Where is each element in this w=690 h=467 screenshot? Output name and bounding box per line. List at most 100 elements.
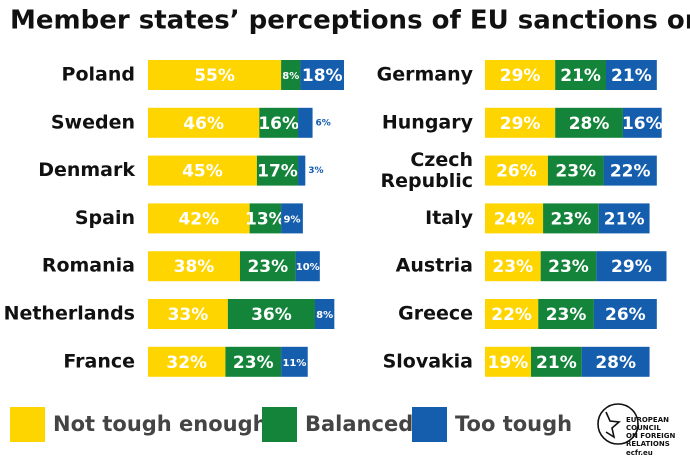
value-label: 18%: [302, 66, 343, 86]
bar-segment: [281, 346, 308, 377]
category-label: Italy: [425, 207, 473, 229]
value-label: 23%: [548, 257, 589, 277]
value-label: 28%: [569, 114, 610, 134]
value-label: 21%: [536, 353, 577, 373]
value-label: 26%: [496, 162, 537, 182]
bar-segment: [596, 251, 667, 282]
bar-segment: [540, 251, 597, 282]
category-label: Slovakia: [383, 350, 473, 372]
value-label: 6%: [316, 118, 331, 128]
value-label: 28%: [595, 353, 636, 373]
value-label: 8%: [282, 71, 299, 82]
value-label: 13%: [245, 209, 286, 229]
bar-segment: [281, 60, 301, 90]
value-label: 10%: [296, 262, 320, 273]
value-label: 46%: [183, 114, 224, 134]
value-label: 16%: [622, 114, 663, 134]
logo-text: ON FOREIGN: [626, 432, 676, 440]
bar-segment: [598, 203, 650, 234]
value-label: 26%: [605, 305, 646, 325]
bar-segment: [256, 155, 299, 186]
value-label: 16%: [258, 114, 299, 134]
value-label: 45%: [182, 162, 223, 182]
bar-segment: [485, 203, 544, 234]
legend-swatch: [262, 407, 297, 442]
value-label: 23%: [551, 209, 592, 229]
category-label: Germany: [377, 64, 474, 86]
bar-segment: [281, 203, 303, 234]
value-label: 42%: [178, 209, 219, 229]
value-label: 32%: [166, 353, 207, 373]
chart-title: Member states’ perceptions of EU sanctio…: [10, 6, 690, 36]
bar-segment: [239, 251, 296, 282]
value-label: 38%: [174, 257, 215, 277]
value-label: 55%: [194, 66, 235, 86]
category-label: Czech Republic: [380, 149, 473, 192]
bar-segment: [225, 346, 282, 377]
logo-text: EUROPEAN: [626, 416, 669, 424]
bar-segment: [298, 107, 313, 138]
category-label: France: [63, 350, 135, 372]
value-label: 23%: [233, 353, 274, 373]
bar-segment: [485, 251, 541, 282]
bar-segment: [593, 299, 657, 329]
value-label: 24%: [494, 209, 535, 229]
bar-segment: [555, 60, 606, 90]
legend-label: Balanced: [305, 412, 413, 436]
bar-segment: [148, 107, 260, 138]
category-label: Greece: [398, 303, 473, 325]
category-label: Romania: [42, 255, 135, 277]
bar-segment: [148, 155, 257, 186]
bar-segment: [606, 60, 657, 90]
bar-segment: [530, 346, 582, 377]
value-label: 21%: [611, 66, 652, 86]
bar-segment: [547, 155, 604, 186]
category-label: Denmark: [38, 159, 135, 181]
bar-segment: [148, 60, 282, 90]
value-label: 21%: [604, 209, 645, 229]
category-label: Spain: [75, 207, 135, 229]
bar-segment: [249, 203, 282, 234]
bar-segment: [295, 251, 320, 282]
value-label: 29%: [500, 114, 541, 134]
legend-label: Too tough: [455, 412, 572, 436]
bar-segment: [148, 346, 226, 377]
value-label: 29%: [611, 257, 652, 277]
bar-segment: [603, 155, 657, 186]
value-label: 21%: [560, 66, 601, 86]
value-label: 22%: [491, 305, 532, 325]
bar-segment: [227, 299, 315, 329]
value-label: 8%: [316, 310, 333, 321]
logo-text: RELATIONS: [626, 440, 670, 448]
bar-segment: [543, 203, 599, 234]
legend-label: Not tough enough: [53, 412, 268, 436]
value-label: 36%: [251, 305, 292, 325]
bar-segment: [485, 60, 556, 90]
value-label: 3%: [308, 166, 323, 176]
value-label: 22%: [610, 162, 651, 182]
bar-segment: [622, 107, 662, 138]
value-label: 23%: [492, 257, 533, 277]
bar-segment: [485, 346, 531, 377]
bar-segment: [538, 299, 594, 329]
category-label: Sweden: [51, 111, 135, 133]
legend-swatch: [10, 407, 45, 442]
bar-segment: [259, 107, 299, 138]
bar-segment: [300, 60, 345, 90]
bar-segment: [298, 155, 306, 186]
logo-url: ecfr.eu: [626, 449, 653, 457]
bar-segment: [148, 251, 240, 282]
value-label: 11%: [282, 358, 306, 369]
value-label: 23%: [247, 257, 288, 277]
bar-segment: [148, 203, 250, 234]
bar-segment: [485, 299, 539, 329]
logo-text: COUNCIL: [626, 424, 661, 432]
value-label: 29%: [500, 66, 541, 86]
bar-segment: [485, 155, 548, 186]
bar-segment: [581, 346, 650, 377]
bar-segment: [485, 107, 556, 138]
value-label: 17%: [257, 162, 298, 182]
category-label: Hungary: [382, 111, 474, 133]
category-label: Austria: [396, 255, 473, 277]
